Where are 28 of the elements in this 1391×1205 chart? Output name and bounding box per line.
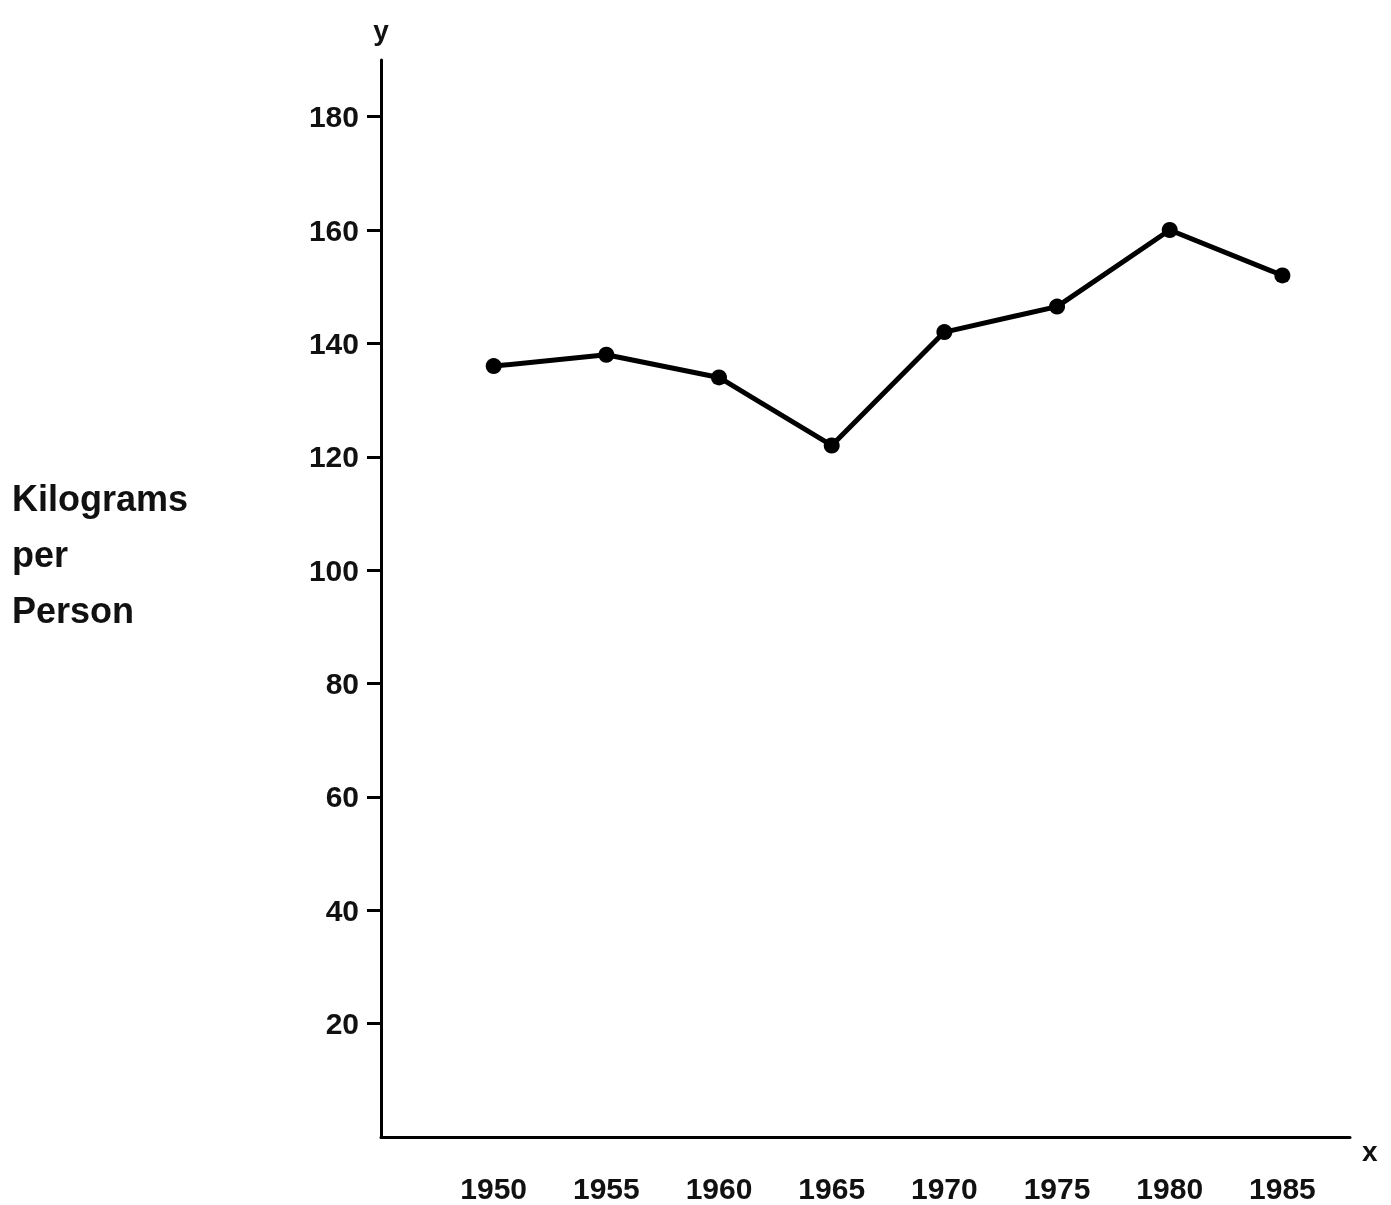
point xyxy=(485,358,502,375)
point xyxy=(711,369,728,386)
y-tick-label: 20 xyxy=(325,1007,359,1041)
y-tick-label: 180 xyxy=(308,100,359,134)
x-tick-label: 1970 xyxy=(911,1171,978,1205)
y-tick-label: 100 xyxy=(308,553,359,587)
x-tick-label: 1980 xyxy=(1136,1171,1204,1205)
point xyxy=(823,437,840,454)
x-tick-label: 1985 xyxy=(1249,1171,1316,1205)
x-tick-label: 1950 xyxy=(460,1171,528,1205)
x-tick-label: 1960 xyxy=(685,1171,753,1205)
x-tick-label: 1955 xyxy=(572,1171,640,1205)
point xyxy=(936,324,953,341)
x-tick-label: 1975 xyxy=(1023,1171,1091,1205)
point xyxy=(598,346,615,363)
y-tick-label: 140 xyxy=(308,326,359,360)
point xyxy=(1274,267,1291,284)
y-tick-label: 120 xyxy=(308,440,359,474)
point xyxy=(1161,222,1178,239)
x-tick-label: 1965 xyxy=(798,1171,866,1205)
text: y xyxy=(373,14,390,46)
y-axis-title: Kilograms per Person xyxy=(12,477,189,631)
y-tick-label: 80 xyxy=(325,667,359,701)
y-tick-label: 40 xyxy=(325,893,359,927)
y-tick-label: 60 xyxy=(325,780,359,814)
point xyxy=(1049,298,1066,315)
x-axis-title: x xyxy=(1362,1135,1378,1167)
y-tick-label: 160 xyxy=(308,213,359,247)
